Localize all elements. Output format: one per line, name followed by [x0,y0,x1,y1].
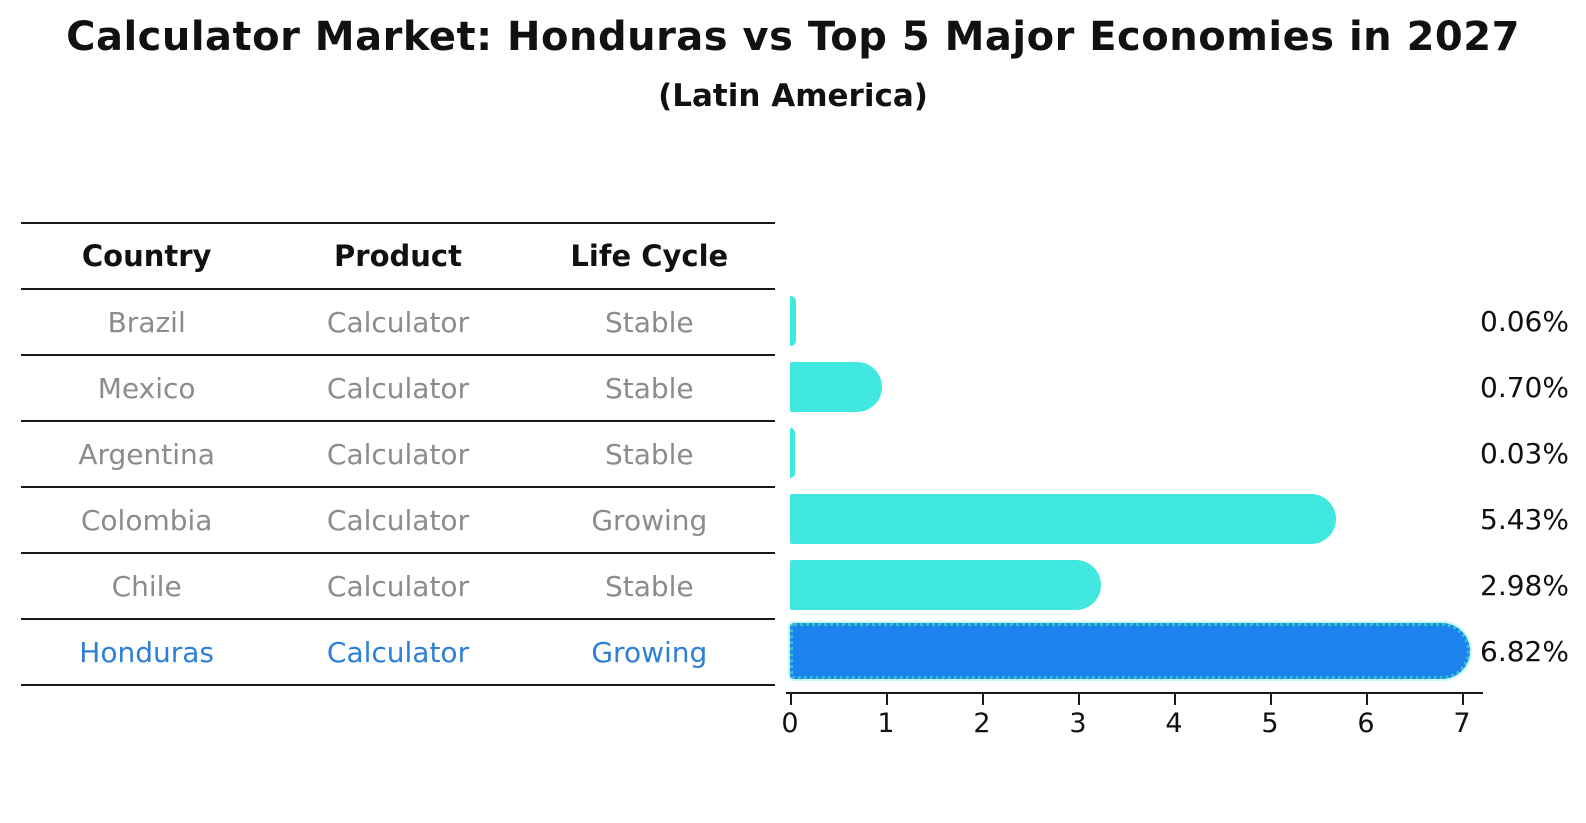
table-cell: Growing [591,503,708,537]
x-axis-tick-label: 0 [781,708,799,739]
x-axis-tick-label: 2 [973,708,991,739]
x-axis-tick-label: 1 [877,708,895,739]
table-cell: Calculator [326,305,470,339]
table-cell: Chile [111,569,182,603]
x-axis-tick-label: 7 [1453,708,1471,739]
x-axis-tick-label: 6 [1357,708,1375,739]
x-axis-tick-mark [1462,694,1464,705]
bar-brazil [790,296,796,346]
x-axis-tick-label: 3 [1069,708,1087,739]
x-axis-tick-mark [1078,694,1080,705]
table-cell: Calculator [326,437,470,471]
table-row: Brazil Calculator Stable [21,290,775,356]
table-cell: Mexico [97,371,196,405]
chart-title: Calculator Market: Honduras vs Top 5 Maj… [66,14,1520,60]
country-table: Country Product Life Cycle Brazil Calculator… [21,222,775,686]
bar-row [790,420,1490,486]
bar-row [790,486,1490,552]
bar-value-label: 0.06% [1480,304,1569,338]
bar-chile [790,560,1102,610]
bar-argentina [790,428,795,478]
chart-subtitle: (Latin America) [658,78,928,114]
bar-colombia [790,494,1337,544]
x-axis-line [786,692,1483,694]
table-cell: Argentina [78,437,215,471]
table-cell: Brazil [107,305,186,339]
bar-value-label: 2.98% [1480,568,1569,602]
x-axis-tick-label: 4 [1165,708,1183,739]
table-row: Argentina Calculator Stable [21,422,775,488]
bar-plot-area [790,288,1490,684]
table-cell: Honduras [79,635,215,669]
x-axis-tick-mark [1366,694,1368,705]
table-cell: Calculator [326,635,470,669]
table-header-row: Country Product Life Cycle [21,224,775,290]
bar-row [790,618,1490,684]
table-cell: Calculator [326,371,470,405]
bar-honduras [790,623,1470,679]
table-row: Chile Calculator Stable [21,554,775,620]
x-axis-tick-mark [886,694,888,705]
table-cell: Growing [591,635,708,669]
table-row: Mexico Calculator Stable [21,356,775,422]
x-axis-tick-mark [982,694,984,705]
bar-mexico [790,362,883,412]
bar-value-label: 0.03% [1480,436,1569,470]
bar-row [790,354,1490,420]
table-cell: Calculator [326,569,470,603]
bar-row [790,288,1490,354]
table-cell: Stable [604,305,694,339]
x-axis-tick-label: 5 [1261,708,1279,739]
bar-value-label: 0.70% [1480,370,1569,404]
table-cell: Calculator [326,503,470,537]
table-cell: Stable [604,569,694,603]
table-row: Colombia Calculator Growing [21,488,775,554]
table-cell: Colombia [80,503,213,537]
table-cell: Stable [604,371,694,405]
x-axis-tick-mark [1174,694,1176,705]
table-header-cell: Country [81,239,212,273]
x-axis-tick-mark [1270,694,1272,705]
bar-value-label: 6.82% [1480,634,1569,668]
bar-value-label: 5.43% [1480,502,1569,536]
table-row: Honduras Calculator Growing [21,620,775,686]
x-axis-tick-mark [790,694,792,705]
table-cell: Stable [604,437,694,471]
table-header-cell: Life Cycle [570,239,729,273]
table-header-cell: Product [334,239,462,273]
bar-row [790,552,1490,618]
